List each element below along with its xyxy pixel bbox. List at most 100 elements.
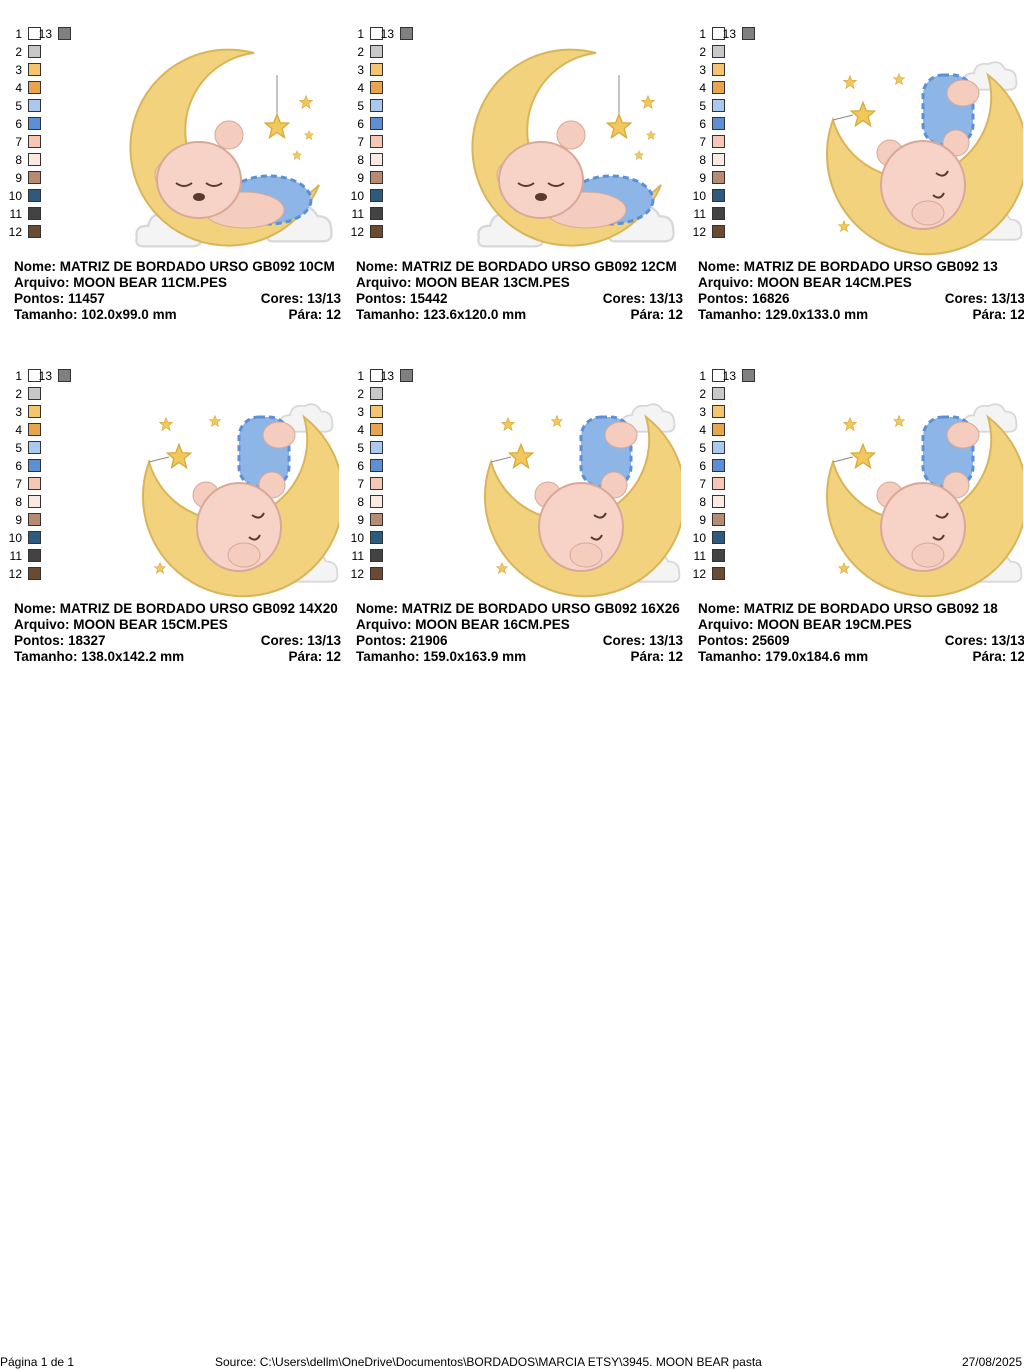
color-number: 10 xyxy=(692,189,706,203)
color-swatch xyxy=(28,27,41,40)
color-number: 8 xyxy=(15,495,22,509)
color-swatch xyxy=(370,45,383,58)
file-name: Arquivo: MOON BEAR 11CM.PES xyxy=(14,275,228,290)
color-swatch xyxy=(712,567,725,580)
color-number: 8 xyxy=(357,153,364,167)
stitch-count: Pontos: 15442 xyxy=(356,291,448,306)
color-number: 3 xyxy=(357,405,364,419)
color-number: 9 xyxy=(357,513,364,527)
color-number: 8 xyxy=(699,153,706,167)
color-number: 9 xyxy=(15,513,22,527)
color-number: 6 xyxy=(699,117,706,131)
design-size: Tamanho: 102.0x99.0 mm xyxy=(14,307,177,322)
color-number: 1 xyxy=(15,369,22,383)
color-swatch xyxy=(370,567,383,580)
color-number: 4 xyxy=(699,423,706,437)
color-number: 5 xyxy=(699,99,706,113)
color-number: 7 xyxy=(15,477,22,491)
color-swatch xyxy=(370,207,383,220)
color-swatch xyxy=(28,153,41,166)
color-number: 1 xyxy=(357,369,364,383)
color-number: 7 xyxy=(15,135,22,149)
color-number: 2 xyxy=(699,387,706,401)
design-name: Nome: MATRIZ DE BORDADO URSO GB092 12CM xyxy=(356,259,677,274)
color-number: 5 xyxy=(15,441,22,455)
color-swatch xyxy=(370,495,383,508)
color-number: 2 xyxy=(357,45,364,59)
design-preview xyxy=(456,35,681,260)
color-number: 12 xyxy=(692,567,706,581)
color-swatch xyxy=(370,423,383,436)
color-swatch xyxy=(370,459,383,472)
stop-count: Pára: 12 xyxy=(630,649,683,664)
color-swatch xyxy=(712,441,725,454)
color-number: 3 xyxy=(15,63,22,77)
color-swatch xyxy=(712,27,725,40)
color-number: 6 xyxy=(357,117,364,131)
color-swatch xyxy=(370,135,383,148)
color-swatch xyxy=(712,477,725,490)
color-number: 11 xyxy=(693,207,706,221)
color-number: 1 xyxy=(15,27,22,41)
color-swatch xyxy=(712,207,725,220)
stitch-count: Pontos: 25609 xyxy=(698,633,790,648)
design-card: 1 2 3 4 5 6 7 8 9 10 11 12 13 Nome: MATRIZ DE BORDADO… xyxy=(693,369,1024,669)
color-swatch xyxy=(370,531,383,544)
color-swatch xyxy=(28,477,41,490)
color-swatch xyxy=(28,513,41,526)
color-number: 2 xyxy=(357,387,364,401)
color-swatch xyxy=(400,27,413,40)
color-swatch xyxy=(400,369,413,382)
color-swatch xyxy=(712,135,725,148)
color-number: 5 xyxy=(357,99,364,113)
color-swatch xyxy=(370,63,383,76)
color-swatch xyxy=(28,171,41,184)
color-number: 12 xyxy=(8,225,22,239)
file-name: Arquivo: MOON BEAR 16CM.PES xyxy=(356,617,570,632)
color-swatch xyxy=(370,369,383,382)
color-number: 12 xyxy=(350,225,364,239)
design-name: Nome: MATRIZ DE BORDADO URSO GB092 13 xyxy=(698,259,998,274)
color-swatch xyxy=(28,549,41,562)
color-swatch xyxy=(28,567,41,580)
color-number: 2 xyxy=(699,45,706,59)
color-swatch xyxy=(370,99,383,112)
color-swatch xyxy=(28,405,41,418)
color-swatch xyxy=(28,459,41,472)
color-number: 4 xyxy=(15,81,22,95)
color-swatch xyxy=(58,369,71,382)
color-number: 6 xyxy=(15,117,22,131)
color-number: 12 xyxy=(8,567,22,581)
color-number: 6 xyxy=(699,459,706,473)
design-size: Tamanho: 138.0x142.2 mm xyxy=(14,649,185,664)
color-number: 3 xyxy=(15,405,22,419)
color-swatch xyxy=(712,225,725,238)
color-number: 4 xyxy=(699,81,706,95)
color-swatch xyxy=(28,45,41,58)
color-number: 13 xyxy=(380,27,394,41)
color-number: 13 xyxy=(722,369,736,383)
file-name: Arquivo: MOON BEAR 14CM.PES xyxy=(698,275,912,290)
color-swatch xyxy=(370,117,383,130)
color-swatch xyxy=(712,63,725,76)
color-swatch xyxy=(712,153,725,166)
color-swatch xyxy=(712,45,725,58)
design-preview xyxy=(798,35,1023,260)
color-swatch xyxy=(370,189,383,202)
color-number: 11 xyxy=(9,207,22,221)
color-number: 4 xyxy=(357,423,364,437)
color-number: 4 xyxy=(15,423,22,437)
color-swatch xyxy=(370,405,383,418)
color-number: 12 xyxy=(692,225,706,239)
color-number: 1 xyxy=(699,27,706,41)
color-number: 5 xyxy=(357,441,364,455)
color-number: 11 xyxy=(9,549,22,563)
color-swatch xyxy=(370,549,383,562)
stop-count: Pára: 12 xyxy=(972,307,1024,322)
design-name: Nome: MATRIZ DE BORDADO URSO GB092 10CM xyxy=(14,259,335,274)
color-number: 8 xyxy=(357,495,364,509)
color-number: 13 xyxy=(38,369,52,383)
design-name: Nome: MATRIZ DE BORDADO URSO GB092 14X20 xyxy=(14,601,338,616)
color-swatch xyxy=(370,387,383,400)
design-size: Tamanho: 159.0x163.9 mm xyxy=(356,649,527,664)
